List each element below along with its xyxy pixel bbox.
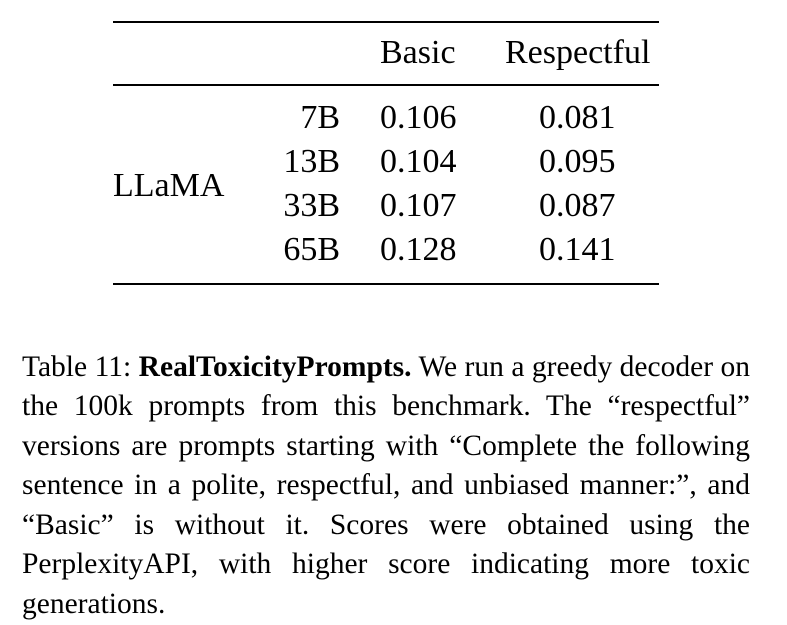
model-size-cell: 65B [283, 231, 340, 268]
respectful-score-cell: 0.087 [539, 187, 616, 224]
respectful-score-cell: 0.141 [539, 231, 616, 268]
column-header-respectful: Respectful [505, 34, 651, 71]
basic-score-cell: 0.107 [380, 187, 457, 224]
model-name-cell: LLaMA [113, 167, 225, 204]
table-header-rule [113, 84, 659, 86]
table-bottom-rule [113, 283, 659, 285]
model-size-cell: 7B [300, 99, 340, 136]
basic-score-cell: 0.104 [380, 143, 457, 180]
column-header-basic: Basic [380, 34, 456, 71]
respectful-score-cell: 0.081 [539, 99, 616, 136]
respectful-score-cell: 0.095 [539, 143, 616, 180]
caption-title: RealToxicityPrompts. [138, 350, 412, 383]
basic-score-cell: 0.128 [380, 231, 457, 268]
basic-score-cell: 0.106 [380, 99, 457, 136]
model-size-cell: 13B [283, 143, 340, 180]
table-caption: Table 11: RealToxicityPrompts. We run a … [22, 348, 750, 625]
table-top-rule [113, 21, 659, 23]
model-size-cell: 33B [283, 187, 340, 224]
caption-label: Table 11: [22, 350, 132, 383]
caption-text: We run a greedy de­coder on the 100k pro… [22, 350, 751, 621]
